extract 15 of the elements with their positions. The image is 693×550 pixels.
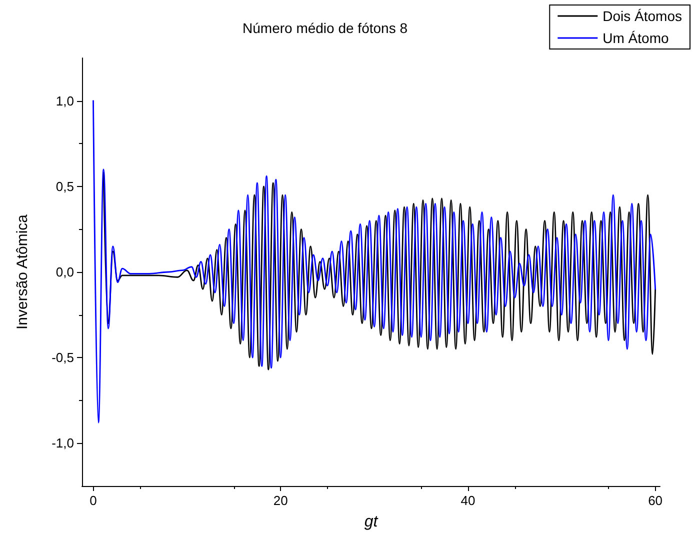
x-tick-label: 60 xyxy=(648,493,663,508)
legend-label: Um Átomo xyxy=(602,30,669,46)
line-series xyxy=(92,100,656,424)
y-tick-label: 0,5 xyxy=(56,178,74,194)
x-axis-title: gt xyxy=(364,514,378,530)
chart-title: Número médio de fótons 8 xyxy=(242,20,408,36)
y-tick-label: -0,5 xyxy=(52,350,74,366)
y-tick-label: 0,0 xyxy=(56,264,74,280)
x-tick-label: 40 xyxy=(460,493,476,508)
y-tick-label: 1,0 xyxy=(56,93,74,108)
legend-label: Dois Átomos xyxy=(602,8,682,24)
y-tick-label: -1,0 xyxy=(52,436,74,451)
x-tick-label: 20 xyxy=(273,493,288,508)
y-axis-title: Inversão Atômica xyxy=(14,214,31,330)
x-tick-label: 0 xyxy=(90,493,97,508)
